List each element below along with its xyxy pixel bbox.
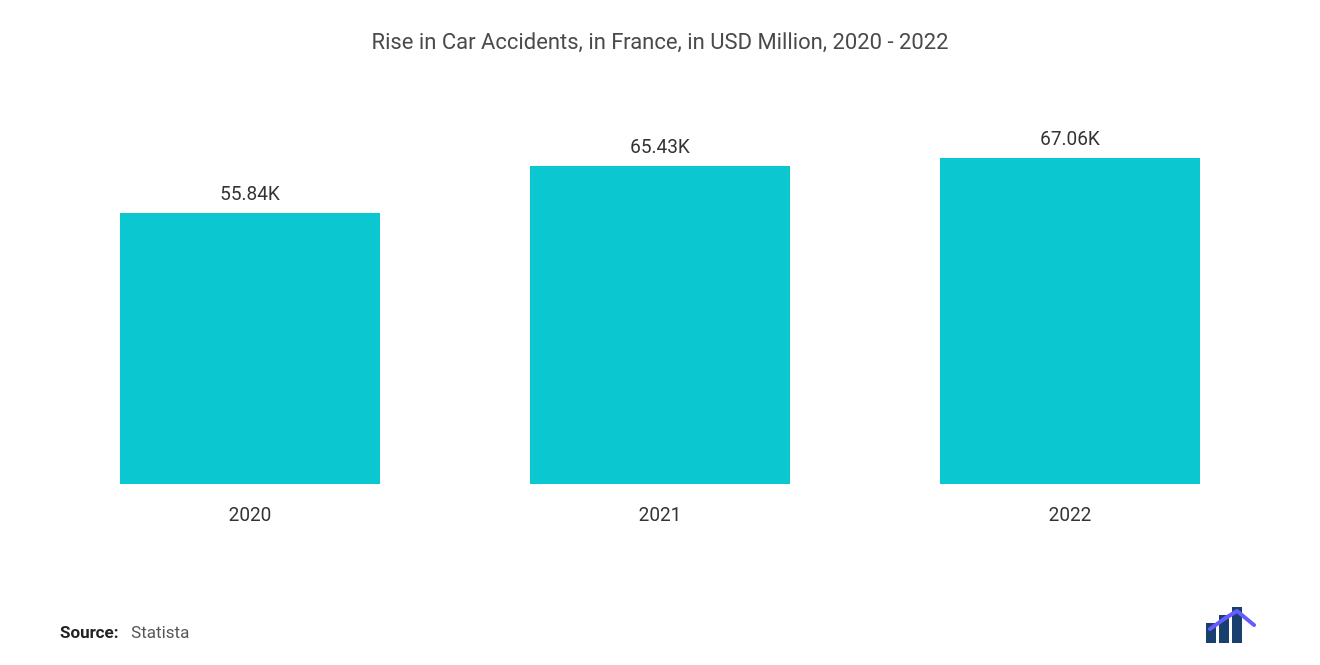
x-axis-label: 2021 (510, 503, 810, 526)
x-axis-label: 2022 (920, 503, 1220, 526)
chart-title: Rise in Car Accidents, in France, in USD… (60, 30, 1260, 55)
source-value (123, 623, 131, 643)
source-attribution: Source: Statista (60, 623, 189, 643)
bar-value-label: 67.06K (1040, 127, 1100, 150)
x-axis-label: 2020 (100, 503, 400, 526)
bar-group-2: 67.06K (920, 127, 1220, 484)
bar-1 (530, 166, 790, 484)
source-label: Source: (60, 623, 118, 643)
bar-value-label: 65.43K (630, 135, 690, 158)
bar-0 (120, 213, 380, 484)
chart-footer: Source: Statista (60, 607, 1260, 643)
bar-2 (940, 158, 1200, 484)
bar-value-label: 55.84K (220, 182, 280, 205)
source-value-text: Statista (131, 623, 189, 643)
bar-group-1: 65.43K (510, 135, 810, 484)
chart-plot-area: 55.84K 65.43K 67.06K (60, 145, 1260, 485)
brand-logo-icon (1206, 607, 1260, 643)
bar-group-0: 55.84K (100, 182, 400, 484)
x-axis: 2020 2021 2022 (60, 485, 1260, 526)
